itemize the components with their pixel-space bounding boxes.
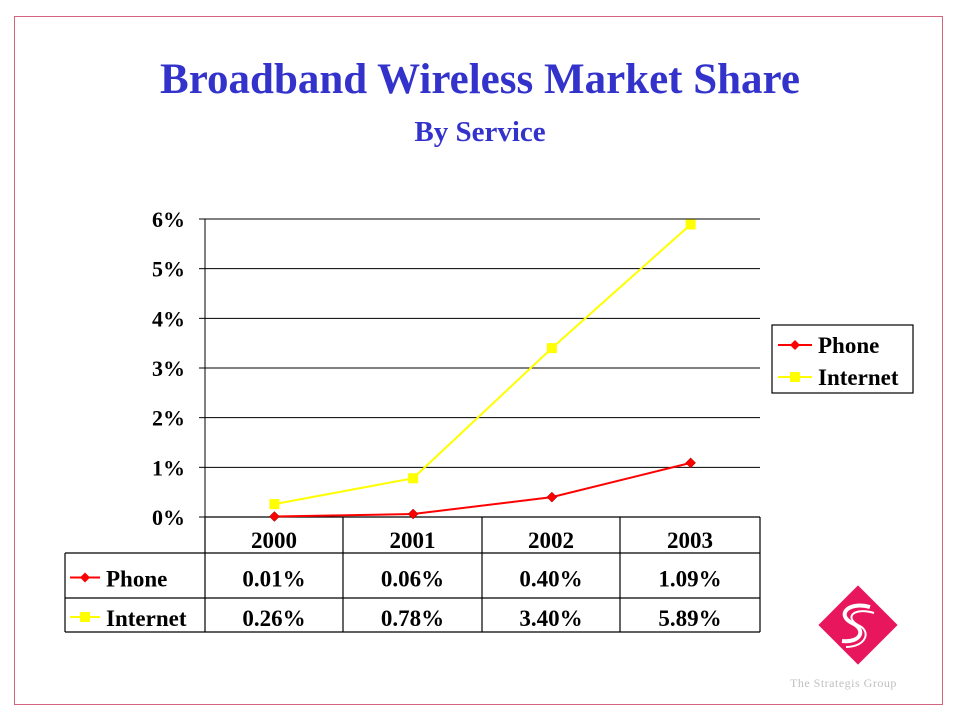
x-category-label: 2001 — [390, 528, 436, 553]
y-tick-labels: 0% 1% 2% 3% 4% 5% 6% — [152, 207, 185, 530]
y-tick-label: 5% — [152, 257, 185, 282]
table-series-name: Phone — [106, 567, 167, 592]
strategis-logo-icon — [818, 585, 898, 665]
table-cell-value: 0.06% — [381, 567, 444, 592]
data-point — [546, 343, 557, 354]
data-point — [685, 457, 696, 469]
series-line-internet — [274, 223, 692, 506]
series-lines — [269, 219, 696, 522]
table-series-name: Internet — [106, 606, 187, 631]
x-category-label: 2003 — [667, 528, 713, 553]
table-cell-value: 1.09% — [658, 567, 721, 592]
legend-label: Internet — [818, 365, 899, 390]
table-cell-value: 0.01% — [242, 567, 305, 592]
data-point — [407, 508, 419, 520]
data-point — [408, 473, 419, 484]
table-cell-value: 0.78% — [381, 606, 444, 631]
table-cell-value: 3.40% — [519, 606, 582, 631]
legend-marker — [790, 340, 800, 350]
table-cell-value: 0.40% — [519, 567, 582, 592]
series-line-phone — [274, 461, 691, 518]
data-point — [685, 219, 696, 230]
y-tick-label: 6% — [152, 207, 185, 232]
data-table: 2000 2001 2002 2003 Phone 0.01% 0.06% 0.40% 1.09… — [64, 516, 761, 633]
table-legend-marker — [80, 612, 90, 622]
slide-frame — [14, 16, 943, 705]
data-point — [269, 511, 280, 522]
y-tick-label: 0% — [152, 505, 185, 530]
legend: Phone Internet — [771, 324, 914, 394]
slide-subtitle: By Service — [414, 116, 546, 148]
legend-label: Phone — [818, 333, 879, 358]
table-cell-value: 0.26% — [242, 606, 305, 631]
table-cell-value: 5.89% — [658, 606, 721, 631]
data-point — [546, 491, 558, 503]
logo-text: The Strategis Group — [790, 676, 897, 690]
slide-title: Broadband Wireless Market Share — [160, 56, 800, 103]
data-point — [269, 499, 280, 510]
gridlines — [199, 218, 760, 518]
y-tick-label: 4% — [152, 306, 185, 331]
table-legend-marker — [80, 572, 90, 583]
legend-marker — [790, 372, 800, 382]
y-tick-label: 2% — [152, 406, 185, 431]
x-category-label: 2000 — [251, 528, 297, 553]
x-category-label: 2002 — [528, 528, 574, 553]
y-tick-label: 1% — [152, 455, 185, 480]
y-tick-label: 3% — [152, 356, 185, 381]
